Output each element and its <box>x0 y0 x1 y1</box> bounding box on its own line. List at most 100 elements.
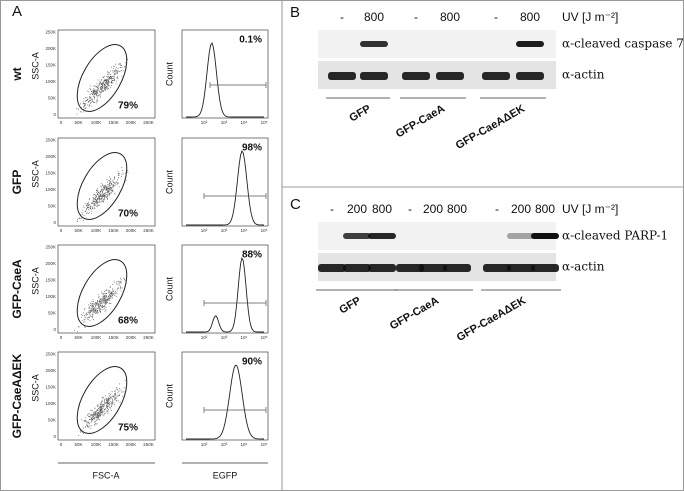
dot <box>94 201 96 203</box>
dot <box>117 283 119 285</box>
dot <box>99 408 101 410</box>
dot <box>95 412 97 414</box>
dot <box>77 331 79 333</box>
dot <box>110 86 111 88</box>
dot <box>112 294 113 296</box>
dot <box>100 405 102 407</box>
dot <box>110 77 112 79</box>
band <box>482 72 510 80</box>
dot <box>124 66 126 68</box>
dot <box>91 303 93 305</box>
dot <box>76 221 78 223</box>
dot <box>118 280 119 282</box>
dot <box>90 415 92 416</box>
dot <box>103 299 105 301</box>
dot <box>111 79 113 81</box>
dot <box>89 208 91 210</box>
dot <box>107 71 109 73</box>
dot <box>94 307 96 309</box>
dot <box>123 278 125 280</box>
dot <box>109 406 111 408</box>
dot <box>105 297 107 299</box>
gate <box>76 259 128 327</box>
scatter-plot <box>57 29 156 119</box>
dot <box>94 204 96 206</box>
dot <box>110 404 112 406</box>
histogram <box>181 351 269 441</box>
histogram-curve <box>186 150 265 226</box>
dot <box>116 77 118 79</box>
dot <box>115 291 116 292</box>
dot <box>100 82 102 84</box>
dot <box>106 189 107 191</box>
x-tick-label: 10³ <box>221 335 228 340</box>
band <box>402 72 430 80</box>
dot <box>108 398 109 400</box>
dot <box>96 416 98 418</box>
dot <box>106 179 108 180</box>
x-tick-label: 10⁵ <box>261 335 268 340</box>
x-tick-label: 10⁴ <box>241 335 248 340</box>
dot <box>109 397 111 399</box>
dot <box>110 184 112 186</box>
dot <box>102 293 104 295</box>
dot <box>113 176 115 178</box>
dot <box>85 97 87 99</box>
dot <box>111 297 113 299</box>
dot <box>93 417 95 419</box>
dot <box>96 202 98 204</box>
dot <box>114 66 116 68</box>
dot <box>85 107 87 109</box>
dot <box>90 85 92 87</box>
group-label: GFP <box>347 103 373 125</box>
dot <box>99 204 101 206</box>
dot <box>102 84 104 86</box>
dot <box>90 418 92 420</box>
dot <box>105 87 107 89</box>
dot <box>114 292 116 294</box>
dot <box>99 190 101 192</box>
dot <box>106 196 108 198</box>
dot <box>93 93 95 94</box>
dot <box>101 400 103 402</box>
dot <box>99 404 101 406</box>
panel-label: B <box>290 4 300 21</box>
dot <box>101 306 103 308</box>
dot <box>105 86 107 88</box>
dot <box>99 192 101 194</box>
dot <box>118 182 120 184</box>
dot <box>103 184 105 186</box>
dot <box>119 70 120 72</box>
dot <box>84 316 86 318</box>
dot <box>112 191 114 193</box>
dot <box>95 411 97 413</box>
dot <box>95 311 97 313</box>
dot <box>103 85 105 87</box>
dot <box>121 65 122 67</box>
dot <box>98 307 100 309</box>
dot <box>90 419 92 421</box>
dot <box>106 86 108 88</box>
y-tick-label: 150K <box>45 63 56 68</box>
dot <box>82 426 84 428</box>
dot <box>89 312 91 314</box>
dot <box>96 206 98 207</box>
dot <box>104 88 106 90</box>
dot <box>108 291 110 293</box>
dot <box>101 198 103 200</box>
dot <box>113 185 115 187</box>
dot <box>91 202 93 204</box>
x-tick-label: 10² <box>201 335 208 340</box>
dot <box>90 417 92 419</box>
dot <box>102 306 104 307</box>
dot <box>92 299 94 301</box>
lane-label: - <box>340 10 344 24</box>
dot <box>108 294 110 296</box>
dot <box>85 425 87 427</box>
dot <box>104 189 106 190</box>
dot <box>91 206 93 208</box>
dot <box>104 78 106 80</box>
dot <box>99 300 101 302</box>
dot <box>109 290 111 292</box>
dot <box>112 399 114 401</box>
